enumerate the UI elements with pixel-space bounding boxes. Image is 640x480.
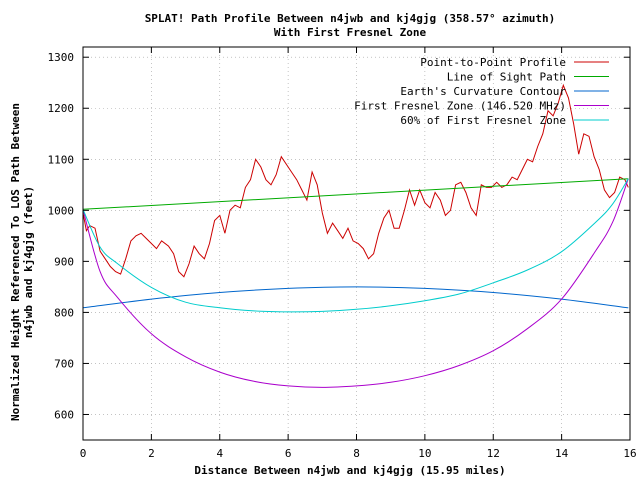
series-line-point-to-point-profile [82,83,629,278]
y-tick-label: 800 [54,306,74,319]
x-tick-label: 0 [80,447,87,460]
x-tick-label: 8 [353,447,360,460]
x-tick-label: 16 [623,447,636,460]
x-tick-label: 2 [148,447,155,460]
x-tick-label: 4 [216,447,223,460]
axis-ticks: 0 2 4 6 8 10 12 14 16 600 700 800 900 1000 1100 1200 130… [48,47,637,460]
chart-subtitle: With First Fresnel Zone [274,26,427,39]
y-tick-label: 1300 [48,51,75,64]
legend-label-60-of-first-fresnel-zone: 60% of First Fresnel Zone [400,114,566,127]
legend-label-first-fresnel-zone-146-520-mhz: First Fresnel Zone (146.520 MHz) [354,100,566,113]
x-tick-label: 14 [555,447,569,460]
y-tick-label: 600 [54,408,74,421]
legend-label-line-of-sight-path: Line of Sight Path [447,71,566,84]
x-tick-label: 10 [418,447,431,460]
chart-title: SPLAT! Path Profile Between n4jwb and kj… [145,12,556,25]
y-tick-label: 1200 [48,102,75,115]
series-line-first-fresnel-zone-146-520-mhz [82,178,629,388]
legend-label-earth-s-curvature-contour: Earth's Curvature Contour [400,85,566,98]
chart-legend: Point-to-Point Profile Line of Sight Path… [354,56,609,127]
y-tick-label: 1000 [48,204,75,217]
y-axis-label-line2: n4jwb and kj4gjg (feet) [22,186,35,338]
y-axis-label-line1: Normalized Height Referenced To LOS Path… [9,103,22,421]
y-tick-label: 700 [54,357,74,370]
y-tick-label: 900 [54,255,74,268]
x-axis-label: Distance Between n4jwb and kj4gjg (15.95… [194,464,505,477]
series-line-line-of-sight-path [82,178,629,210]
legend-label-point-to-point-profile: Point-to-Point Profile [420,56,566,69]
series-line-60-of-first-fresnel-zone [82,178,629,313]
x-tick-label: 6 [285,447,292,460]
plot-series [82,83,629,388]
y-tick-label: 1100 [48,153,75,166]
x-tick-label: 12 [487,447,500,460]
